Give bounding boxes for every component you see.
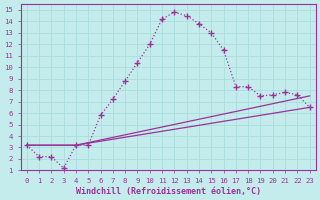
X-axis label: Windchill (Refroidissement éolien,°C): Windchill (Refroidissement éolien,°C): [76, 187, 261, 196]
